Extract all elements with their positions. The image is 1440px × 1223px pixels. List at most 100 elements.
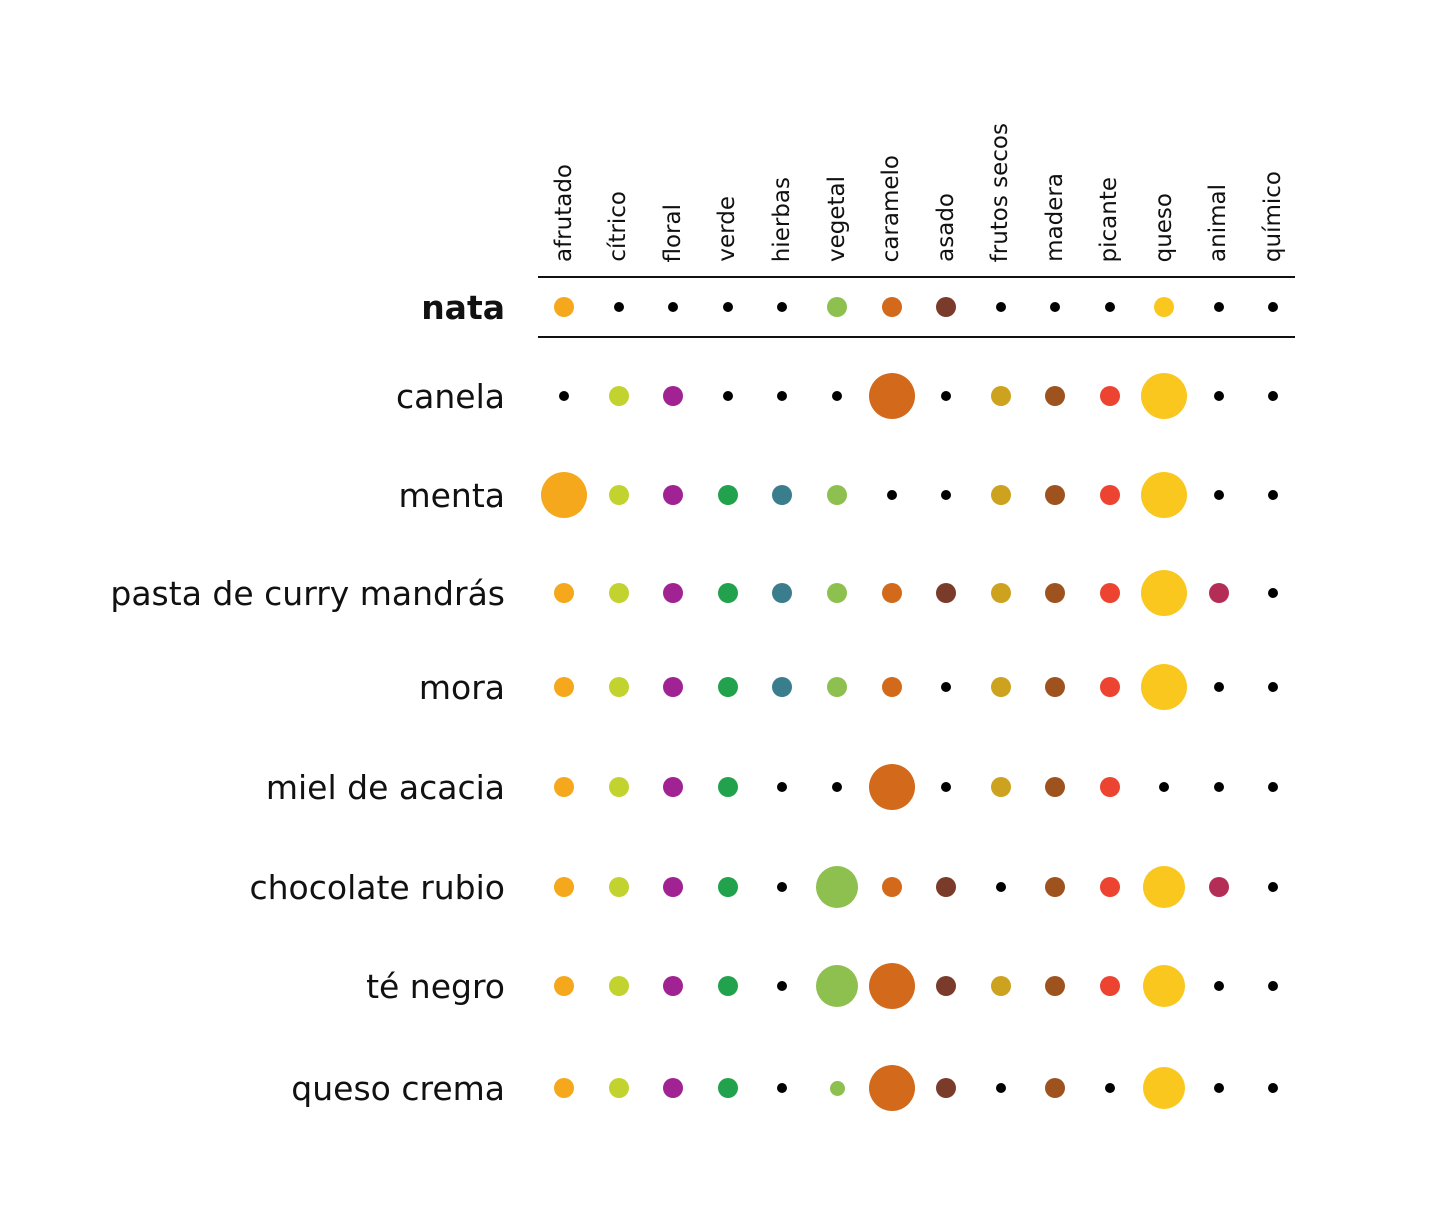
column-header-label: picante (1096, 176, 1123, 262)
matrix-cell (919, 275, 974, 339)
bubble-dot (772, 677, 793, 697)
bubble-dot (1213, 981, 1224, 991)
matrix-cell (755, 561, 810, 625)
column-header-label: hierbas (768, 176, 795, 262)
bubble-dot (881, 877, 902, 897)
matrix-cell (919, 755, 974, 819)
matrix-cell (592, 855, 647, 919)
matrix-cell (973, 561, 1028, 625)
matrix-cell (1246, 954, 1301, 1018)
matrix-cell (755, 655, 810, 719)
bubble-dot (608, 677, 629, 697)
matrix-cell (973, 855, 1028, 919)
column-header: vegetal (810, 0, 865, 262)
bubble-dot (1045, 976, 1066, 996)
bubble-dot (777, 882, 788, 892)
matrix-cell (1246, 561, 1301, 625)
matrix-cell (973, 655, 1028, 719)
matrix-cell (1028, 275, 1083, 339)
matrix-cell (1028, 1056, 1083, 1120)
matrix-cell (810, 954, 865, 1018)
matrix-cell (1192, 463, 1247, 527)
column-header-label: verde (714, 196, 741, 262)
column-header: químico (1246, 0, 1301, 262)
bubble-dot (827, 297, 847, 317)
bubble-dot (1268, 588, 1279, 598)
matrix-cell (1246, 463, 1301, 527)
matrix-cell (1137, 561, 1192, 625)
matrix-cell (592, 364, 647, 428)
bubble-dot (936, 1078, 957, 1098)
matrix-cell (646, 561, 701, 625)
bubble-dot (990, 976, 1011, 996)
bubble-dot (995, 882, 1006, 892)
bubble-dot (1141, 373, 1188, 419)
bubble-dot (777, 391, 788, 401)
matrix-cell (646, 655, 701, 719)
matrix-cell (755, 1056, 810, 1120)
matrix-cell (1082, 463, 1137, 527)
bubble-dot (990, 777, 1011, 797)
column-header-label: queso (1150, 192, 1177, 262)
bubble-dot (554, 297, 575, 317)
matrix-cell (1028, 855, 1083, 919)
matrix-row: canela (0, 364, 1301, 428)
bubble-dot (936, 297, 957, 317)
row-label: pasta de curry mandrás (110, 573, 505, 613)
column-header: floral (646, 0, 701, 263)
bubble-dot (663, 583, 684, 603)
matrix-cell (1028, 954, 1083, 1018)
matrix-cell (646, 364, 701, 428)
matrix-cell (973, 755, 1028, 819)
bubble-dot (1268, 490, 1279, 500)
matrix-cell (701, 954, 756, 1018)
matrix-cell (592, 1056, 647, 1120)
bubble-dot (608, 777, 629, 797)
matrix-cell (537, 561, 592, 625)
bubble-dot (772, 583, 793, 603)
bubble-dot (1213, 682, 1224, 692)
matrix-cell (1137, 954, 1192, 1018)
matrix-cell (592, 275, 647, 339)
bubble-dot (722, 391, 733, 401)
column-header: verde (701, 0, 756, 262)
column-header: hierbas (755, 0, 810, 262)
bubble-dot (941, 391, 952, 401)
bubble-dot (832, 391, 842, 401)
row-label: queso crema (291, 1068, 505, 1108)
matrix-cell (919, 561, 974, 625)
column-header-label: animal (1205, 184, 1232, 262)
bubble-dot (1141, 570, 1188, 616)
matrix-cell (973, 1056, 1028, 1120)
bubble-dot (722, 302, 733, 312)
bubble-dot (777, 1083, 788, 1093)
matrix-cell (701, 855, 756, 919)
bubble-dot (613, 302, 624, 312)
bubble-dot (941, 490, 952, 500)
bubble-dot (663, 1078, 684, 1098)
bubble-dot (886, 490, 897, 500)
row-label: canela (396, 376, 505, 416)
bubble-dot (816, 965, 858, 1007)
bubble-dot (554, 976, 575, 996)
reference-row-bottom-rule (538, 336, 1295, 338)
matrix-cell (810, 1056, 865, 1120)
bubble-dot (1045, 877, 1066, 897)
bubble-dot (608, 976, 629, 996)
column-header: picante (1082, 0, 1137, 262)
matrix-cell (646, 463, 701, 527)
bubble-dot (881, 677, 902, 697)
bubble-dot (829, 1080, 845, 1096)
bubble-dot (832, 782, 842, 792)
matrix-cell (810, 755, 865, 819)
matrix-cell (592, 755, 647, 819)
bubble-dot (663, 386, 684, 406)
bubble-dot (1045, 1078, 1066, 1098)
matrix-cell (810, 275, 865, 339)
bubble-dot (717, 877, 738, 897)
matrix-cell (919, 463, 974, 527)
matrix-cell (592, 463, 647, 527)
matrix-row: pasta de curry mandrás (0, 561, 1301, 625)
matrix-cell (864, 655, 919, 719)
bubble-dot (663, 677, 684, 697)
